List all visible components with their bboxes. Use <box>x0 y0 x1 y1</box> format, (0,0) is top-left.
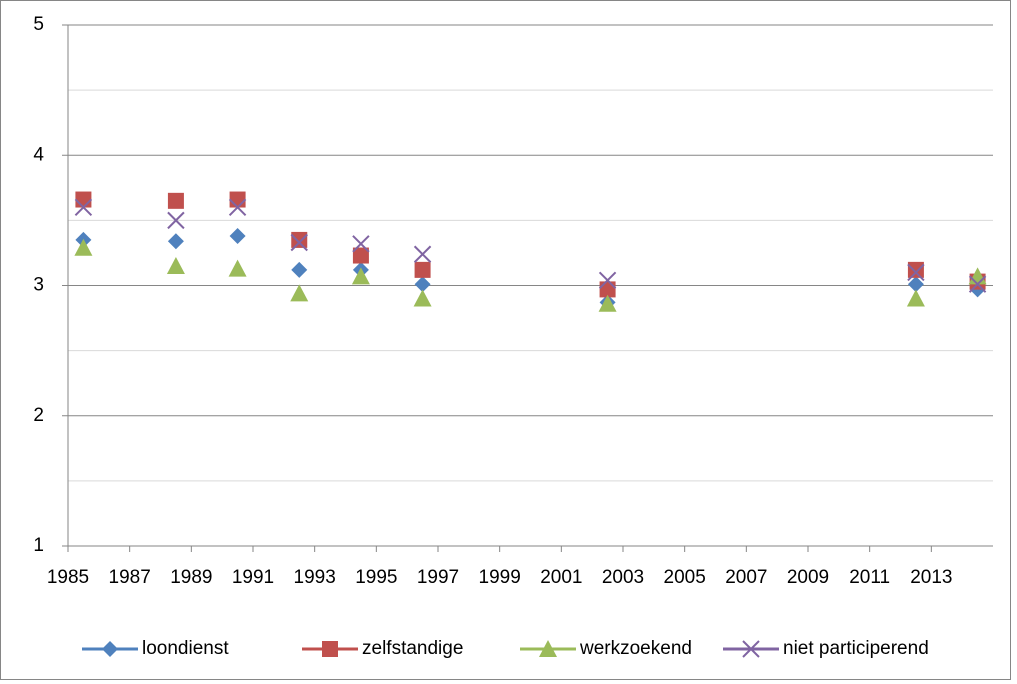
y-tick-label: 3 <box>33 275 44 296</box>
marker <box>167 211 185 230</box>
marker <box>742 640 760 658</box>
marker <box>290 284 309 302</box>
x-tick-label: 1997 <box>417 567 459 588</box>
x-tick-label: 2009 <box>787 567 829 588</box>
marker <box>351 267 370 285</box>
marker <box>906 289 925 307</box>
x-tick-label: 2003 <box>602 567 644 588</box>
marker <box>413 289 432 307</box>
marker <box>352 235 370 253</box>
x-tick-label: 1995 <box>355 567 397 588</box>
marker <box>229 228 246 245</box>
x-tick-label: 1987 <box>109 567 151 588</box>
marker <box>290 233 308 252</box>
marker <box>413 245 432 263</box>
y-tick-label: 1 <box>33 535 44 556</box>
y-tick-label: 2 <box>33 405 44 426</box>
x-tick-label: 1991 <box>232 567 274 588</box>
x-tick-label: 1985 <box>47 567 89 588</box>
marker <box>352 247 369 264</box>
x-tick-label: 2011 <box>849 567 890 588</box>
marker <box>598 271 617 289</box>
marker <box>414 276 431 293</box>
x-tick-label: 1993 <box>294 567 336 588</box>
marker <box>229 191 246 208</box>
marker <box>167 192 184 209</box>
y-tick-label: 4 <box>33 144 44 165</box>
marker <box>414 261 431 278</box>
marker <box>75 191 92 208</box>
marker <box>322 641 338 657</box>
marker <box>907 263 925 282</box>
legend-label: werkzoekend <box>579 638 692 659</box>
marker <box>291 231 308 248</box>
marker <box>907 261 924 278</box>
marker <box>167 233 184 250</box>
y-tick-label: 5 <box>33 14 44 35</box>
marker <box>968 275 987 293</box>
x-tick-label: 2001 <box>540 567 582 588</box>
marker <box>228 198 247 217</box>
marker <box>291 261 308 278</box>
marker <box>907 276 924 293</box>
marker <box>598 294 617 312</box>
marker <box>74 198 93 217</box>
x-tick-label: 2005 <box>664 567 706 588</box>
legend-label: loondienst <box>142 638 229 659</box>
x-tick-label: 2013 <box>910 567 952 588</box>
marker <box>74 238 93 256</box>
x-tick-label: 1999 <box>479 567 521 588</box>
marker <box>166 256 185 274</box>
legend-label: zelfstandige <box>362 638 463 659</box>
legend-label: niet participerend <box>783 638 929 659</box>
marker <box>539 640 557 657</box>
marker <box>102 641 118 657</box>
marker <box>228 259 247 277</box>
x-tick-label: 2007 <box>725 567 767 588</box>
x-tick-label: 1989 <box>170 567 212 588</box>
